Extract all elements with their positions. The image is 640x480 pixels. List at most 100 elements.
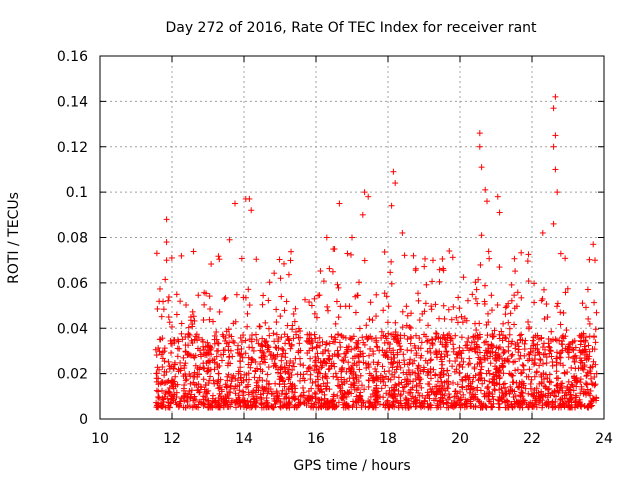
data-point	[332, 320, 339, 327]
data-point	[168, 254, 175, 261]
data-point	[505, 300, 512, 307]
data-point	[326, 265, 333, 272]
data-point	[374, 344, 381, 351]
data-point	[374, 361, 381, 368]
data-point	[441, 353, 448, 360]
data-point	[525, 325, 532, 332]
data-point	[287, 345, 294, 352]
data-point	[373, 368, 380, 375]
data-point	[422, 255, 429, 262]
data-point	[251, 374, 258, 381]
data-point	[300, 371, 307, 378]
data-point	[271, 355, 278, 362]
data-point	[557, 309, 564, 316]
data-point	[477, 366, 484, 373]
data-point	[519, 361, 526, 368]
data-point	[215, 370, 222, 377]
data-point	[187, 317, 194, 324]
data-point	[264, 371, 271, 378]
data-point	[450, 345, 457, 352]
data-point	[417, 345, 424, 352]
data-point	[352, 309, 359, 316]
data-point	[553, 375, 560, 382]
data-point	[514, 289, 521, 296]
data-point	[460, 358, 467, 365]
data-point	[504, 355, 511, 362]
data-point	[296, 340, 303, 347]
data-point	[502, 311, 509, 318]
data-point	[458, 334, 465, 341]
data-point	[296, 399, 303, 406]
data-point	[456, 305, 463, 312]
data-point	[231, 385, 238, 392]
data-point	[439, 255, 446, 262]
data-point	[333, 298, 340, 305]
data-point	[407, 325, 414, 332]
data-point	[174, 345, 181, 352]
data-point	[488, 307, 495, 314]
data-point	[153, 352, 160, 359]
data-point-peak	[336, 200, 343, 207]
data-point	[165, 293, 172, 300]
data-point	[518, 294, 525, 301]
data-point	[359, 334, 366, 341]
data-point-peak	[323, 234, 330, 241]
data-point	[373, 313, 380, 320]
data-point	[367, 393, 374, 400]
data-point	[549, 362, 556, 369]
data-point	[565, 354, 572, 361]
data-point	[361, 257, 368, 264]
data-point-peak	[392, 180, 399, 187]
data-point	[320, 380, 327, 387]
data-point	[216, 390, 223, 397]
data-point	[553, 368, 560, 375]
data-point	[489, 404, 496, 411]
data-point	[560, 309, 567, 316]
data-point	[584, 386, 591, 393]
data-point	[403, 303, 410, 310]
data-point-peak	[163, 257, 170, 264]
data-point	[187, 380, 194, 387]
data-point	[334, 352, 341, 359]
data-point	[488, 292, 495, 299]
data-point	[330, 246, 337, 253]
data-point	[210, 318, 217, 325]
data-point-peak	[246, 195, 253, 202]
data-point	[178, 320, 185, 327]
data-point	[512, 367, 519, 374]
data-point	[454, 381, 461, 388]
data-point	[455, 294, 462, 301]
data-point	[299, 384, 306, 391]
data-point	[221, 296, 228, 303]
data-point-peak	[552, 166, 559, 173]
data-point	[421, 263, 428, 270]
data-point	[478, 363, 485, 370]
data-point	[387, 269, 394, 276]
data-point	[525, 390, 532, 397]
data-point	[542, 350, 549, 357]
data-point	[411, 357, 418, 364]
data-point	[201, 301, 208, 308]
data-point	[279, 346, 286, 353]
data-point	[257, 394, 264, 401]
data-point-peak	[554, 189, 561, 196]
data-point	[155, 388, 162, 395]
data-point	[539, 402, 546, 409]
data-point	[525, 251, 532, 258]
data-point	[252, 368, 259, 375]
data-point	[226, 354, 233, 361]
data-point	[373, 291, 380, 298]
data-point	[466, 389, 473, 396]
data-point	[409, 360, 416, 367]
data-point	[407, 340, 414, 347]
data-point	[242, 350, 249, 357]
data-point	[399, 324, 406, 331]
data-point	[531, 299, 538, 306]
data-point	[208, 261, 215, 268]
data-point	[456, 361, 463, 368]
y-tick-label: 0.06	[57, 276, 88, 292]
data-point	[285, 271, 292, 278]
data-point	[500, 320, 507, 327]
data-point	[311, 331, 318, 338]
data-point	[178, 252, 185, 259]
